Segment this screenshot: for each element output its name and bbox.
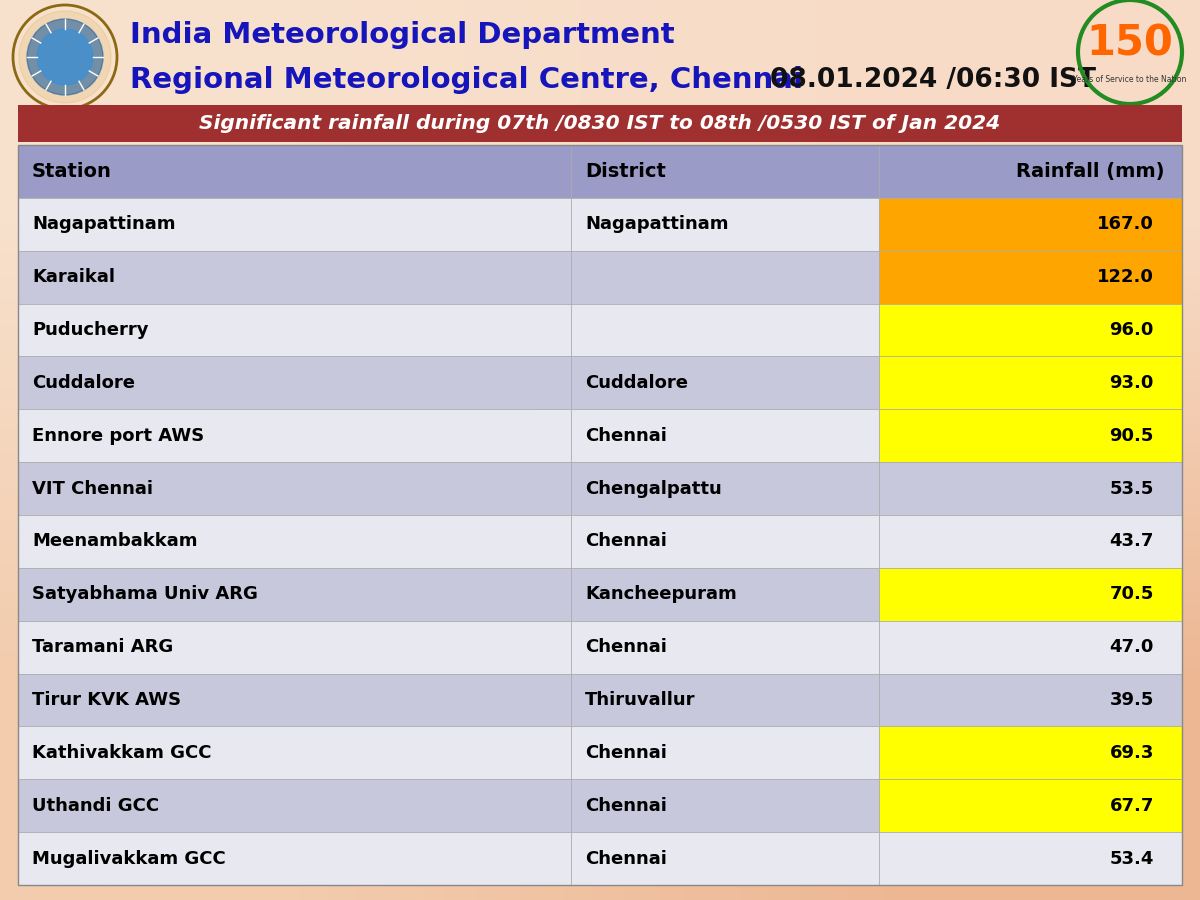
- Bar: [571, 145, 880, 198]
- Text: Nagapattinam: Nagapattinam: [32, 215, 175, 233]
- Text: VIT Chennai: VIT Chennai: [32, 480, 154, 498]
- Text: Puducherry: Puducherry: [32, 321, 149, 339]
- Bar: [880, 303, 1182, 356]
- Bar: [18, 568, 571, 621]
- Bar: [880, 568, 1182, 621]
- Bar: [880, 779, 1182, 832]
- Text: Taramani ARG: Taramani ARG: [32, 638, 173, 656]
- Text: Chennai: Chennai: [584, 850, 667, 868]
- Bar: [18, 779, 571, 832]
- Text: Years of Service to the Nation: Years of Service to the Nation: [1073, 76, 1187, 85]
- Text: Chennai: Chennai: [584, 427, 667, 445]
- Bar: [571, 303, 880, 356]
- Text: 150: 150: [1086, 23, 1174, 65]
- Text: Kancheepuram: Kancheepuram: [584, 585, 737, 603]
- Bar: [18, 356, 571, 410]
- Text: Meenambakkam: Meenambakkam: [32, 533, 198, 551]
- Bar: [880, 515, 1182, 568]
- Text: Regional Meteorological Centre, Chennai: Regional Meteorological Centre, Chennai: [130, 66, 803, 94]
- Text: 67.7: 67.7: [1110, 796, 1154, 814]
- Text: Kathivakkam GCC: Kathivakkam GCC: [32, 744, 211, 762]
- Bar: [18, 462, 571, 515]
- Bar: [571, 726, 880, 779]
- Bar: [880, 251, 1182, 303]
- Text: Satyabhama Univ ARG: Satyabhama Univ ARG: [32, 585, 258, 603]
- Text: 08.01.2024 /06:30 IST: 08.01.2024 /06:30 IST: [770, 67, 1096, 93]
- Bar: [571, 251, 880, 303]
- Bar: [18, 726, 571, 779]
- Bar: [18, 145, 1182, 885]
- Text: Cuddalore: Cuddalore: [32, 374, 134, 392]
- Text: Chennai: Chennai: [584, 796, 667, 814]
- Bar: [571, 462, 880, 515]
- Text: 43.7: 43.7: [1110, 533, 1154, 551]
- Bar: [571, 410, 880, 462]
- Bar: [571, 568, 880, 621]
- Text: Chennai: Chennai: [584, 638, 667, 656]
- Bar: [571, 673, 880, 726]
- Text: Nagapattinam: Nagapattinam: [584, 215, 728, 233]
- Bar: [18, 251, 571, 303]
- Text: 47.0: 47.0: [1110, 638, 1154, 656]
- Text: 90.5: 90.5: [1110, 427, 1154, 445]
- Bar: [571, 779, 880, 832]
- Bar: [18, 673, 571, 726]
- Bar: [571, 832, 880, 885]
- Text: India Meteorological Department: India Meteorological Department: [130, 21, 674, 49]
- Text: Station: Station: [32, 162, 112, 181]
- Bar: [880, 198, 1182, 251]
- Bar: [18, 515, 571, 568]
- Text: 167.0: 167.0: [1097, 215, 1154, 233]
- Bar: [880, 410, 1182, 462]
- Bar: [880, 462, 1182, 515]
- Text: Uthandi GCC: Uthandi GCC: [32, 796, 160, 814]
- Text: 53.5: 53.5: [1110, 480, 1154, 498]
- Text: District: District: [584, 162, 666, 181]
- Bar: [18, 621, 571, 673]
- Text: 122.0: 122.0: [1097, 268, 1154, 286]
- Text: Mugalivakkam GCC: Mugalivakkam GCC: [32, 850, 226, 868]
- Text: 39.5: 39.5: [1110, 691, 1154, 709]
- Text: 70.5: 70.5: [1110, 585, 1154, 603]
- Text: 53.4: 53.4: [1110, 850, 1154, 868]
- Bar: [571, 198, 880, 251]
- Text: 69.3: 69.3: [1110, 744, 1154, 762]
- Bar: [880, 145, 1182, 198]
- Text: Cuddalore: Cuddalore: [584, 374, 688, 392]
- Text: 96.0: 96.0: [1110, 321, 1154, 339]
- Bar: [880, 621, 1182, 673]
- Circle shape: [28, 19, 103, 95]
- Bar: [880, 832, 1182, 885]
- Text: 93.0: 93.0: [1110, 374, 1154, 392]
- Text: Karaikal: Karaikal: [32, 268, 115, 286]
- Text: Ennore port AWS: Ennore port AWS: [32, 427, 204, 445]
- Bar: [18, 105, 1182, 142]
- Text: Tirur KVK AWS: Tirur KVK AWS: [32, 691, 181, 709]
- Bar: [571, 515, 880, 568]
- Bar: [880, 673, 1182, 726]
- Text: Chennai: Chennai: [584, 744, 667, 762]
- Text: Chennai: Chennai: [584, 533, 667, 551]
- Bar: [18, 410, 571, 462]
- Circle shape: [37, 29, 94, 85]
- Text: Chengalpattu: Chengalpattu: [584, 480, 721, 498]
- Bar: [18, 303, 571, 356]
- Text: Thiruvallur: Thiruvallur: [584, 691, 696, 709]
- Bar: [18, 145, 571, 198]
- Bar: [571, 356, 880, 410]
- Text: Rainfall (mm): Rainfall (mm): [1015, 162, 1164, 181]
- Circle shape: [19, 11, 112, 103]
- Text: Significant rainfall during 07th /0830 IST to 08th /0530 IST of Jan 2024: Significant rainfall during 07th /0830 I…: [199, 114, 1001, 133]
- Bar: [571, 621, 880, 673]
- Bar: [18, 198, 571, 251]
- Bar: [880, 356, 1182, 410]
- Bar: [18, 832, 571, 885]
- Bar: [880, 726, 1182, 779]
